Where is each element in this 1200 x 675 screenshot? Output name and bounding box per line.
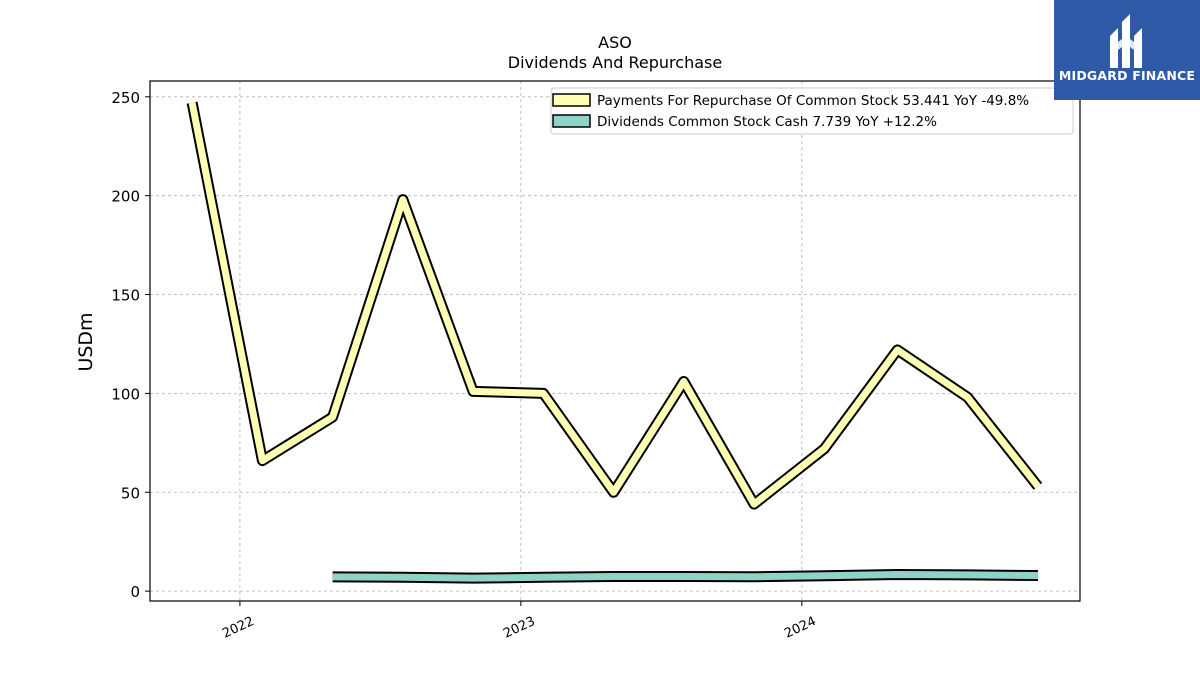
plot-frame: [149, 80, 1081, 602]
grid: [150, 81, 1080, 601]
y-tick-label: 100: [111, 385, 140, 403]
x-tick-label: 2022: [220, 614, 256, 642]
x-tick-label: 2024: [782, 614, 818, 642]
series-line-outline: [186, 101, 1043, 510]
midgard-logo-icon: [1110, 14, 1142, 68]
watermark-text: MIDGARD FINANCE: [1058, 68, 1196, 83]
series-line: [188, 102, 1041, 508]
legend-label: Dividends Common Stock Cash 7.739 YoY +1…: [597, 114, 937, 130]
series-group: [186, 101, 1043, 584]
y-tick-label: 250: [111, 89, 140, 107]
x-tick-label: 2023: [501, 614, 537, 642]
y-tick-label: 200: [111, 188, 140, 206]
y-axis-label: USDm: [75, 312, 97, 371]
legend-swatch: [552, 114, 591, 128]
chart-subtitle: Dividends And Repurchase: [508, 53, 722, 72]
y-tick-label: 150: [111, 287, 140, 305]
legend-swatch: [552, 93, 591, 107]
y-tick-label: 50: [121, 484, 140, 502]
y-tick-label: 0: [130, 583, 140, 601]
legend: Payments For Repurchase Of Common Stock …: [550, 87, 1074, 135]
series-2: [332, 569, 1038, 584]
legend-label: Payments For Repurchase Of Common Stock …: [597, 93, 1029, 109]
chart-title: ASO: [598, 33, 632, 52]
watermark-logo: MIDGARD FINANCE: [1054, 0, 1200, 100]
series-1: [186, 101, 1043, 510]
legend-box: [550, 87, 1074, 135]
series-line: [332, 571, 1038, 582]
